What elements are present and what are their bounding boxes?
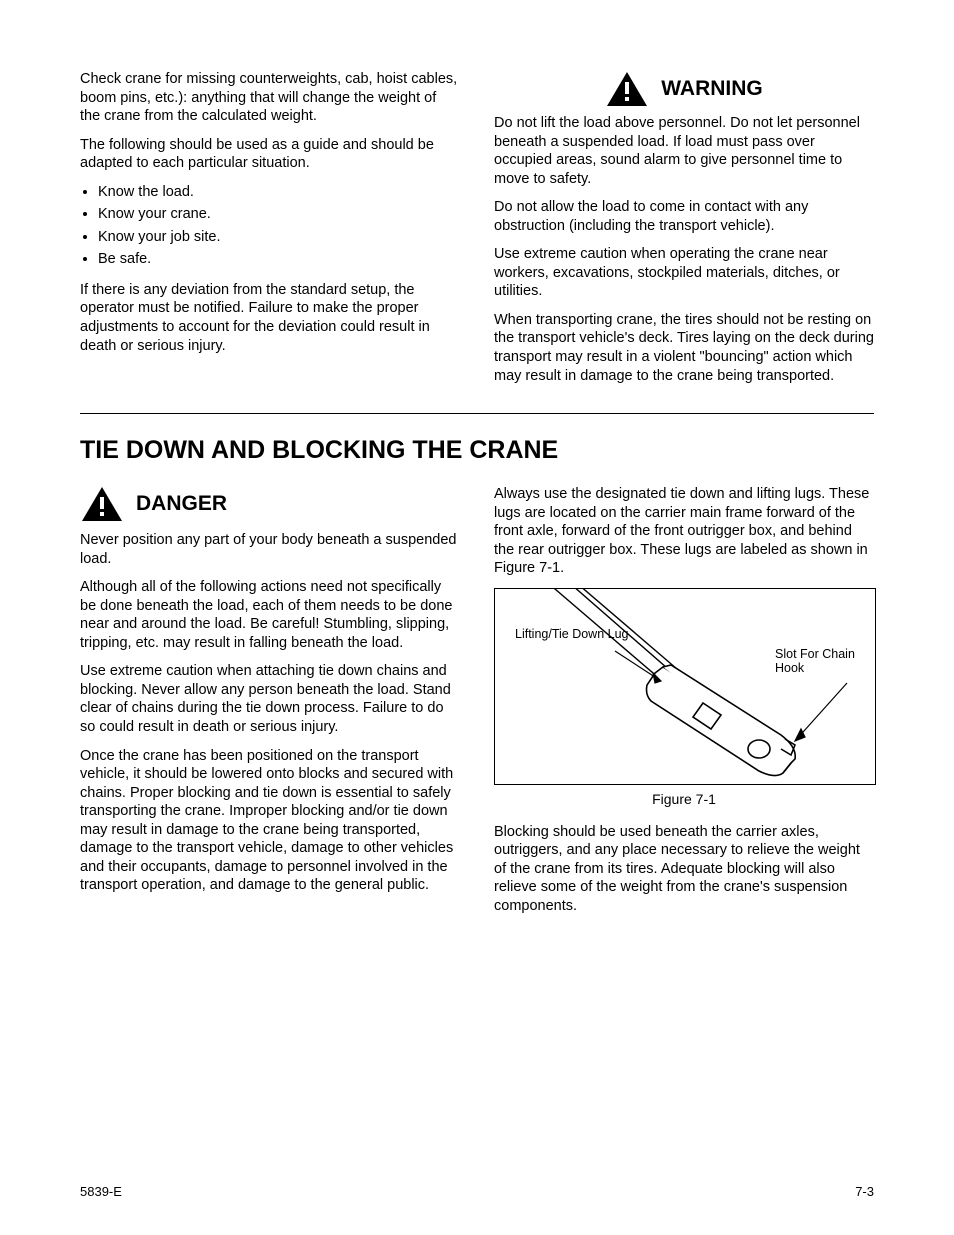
bullet-item: Know your crane. [98, 205, 460, 224]
figure-7-1: Lifting/Tie Down Lug Slot For Chain Hook [494, 588, 876, 785]
section2-left-column: DANGER Never position any part of your b… [80, 485, 460, 925]
s1-left-p1: Check crane for missing counterweights, … [80, 70, 460, 126]
footer-right: 7-3 [855, 1184, 874, 1199]
footer-left: 5839-E [80, 1184, 122, 1199]
section1-left-column: Check crane for missing counterweights, … [80, 70, 460, 395]
section1-columns: Check crane for missing counterweights, … [80, 70, 874, 395]
s1-right-p2: Do not allow the load to come in contact… [494, 198, 874, 235]
s2-left-p1: Never position any part of your body ben… [80, 531, 460, 568]
warning-header: WARNING [494, 70, 874, 108]
s2-left-p4: Once the crane has been positioned on th… [80, 747, 460, 895]
section-divider [80, 413, 874, 414]
bullet-item: Be safe. [98, 250, 460, 269]
warning-label: WARNING [661, 76, 763, 103]
s2-left-p2: Although all of the following actions ne… [80, 578, 460, 652]
warning-triangle-icon [605, 70, 649, 108]
bullet-item: Know the load. [98, 183, 460, 202]
s2-right-p2: Blocking should be used beneath the carr… [494, 823, 874, 916]
s1-right-p1: Do not lift the load above personnel. Do… [494, 114, 874, 188]
section2-right-column: Always use the designated tie down and l… [494, 485, 874, 925]
s1-right-p3: Use extreme caution when operating the c… [494, 245, 874, 301]
danger-header: DANGER [80, 485, 460, 523]
section2-title: TIE DOWN AND BLOCKING THE CRANE [80, 436, 874, 465]
s1-left-bullets: Know the load. Know your crane. Know you… [80, 183, 460, 269]
s1-left-p2: The following should be used as a guide … [80, 136, 460, 173]
s2-left-p3: Use extreme caution when attaching tie d… [80, 662, 460, 736]
s1-left-p3: If there is any deviation from the stand… [80, 281, 460, 355]
figure-label-right: Slot For Chain Hook [775, 647, 865, 676]
s2-right-p1: Always use the designated tie down and l… [494, 485, 874, 578]
page-footer: 5839-E 7-3 [80, 1184, 874, 1199]
figure-label-left: Lifting/Tie Down Lug [515, 627, 629, 641]
danger-label: DANGER [136, 491, 227, 518]
figure-caption: Figure 7-1 [494, 791, 874, 809]
section1-right-column: WARNING Do not lift the load above perso… [494, 70, 874, 395]
section2-columns: DANGER Never position any part of your b… [80, 485, 874, 925]
bullet-item: Know your job site. [98, 228, 460, 247]
s1-right-p4: When transporting crane, the tires shoul… [494, 311, 874, 385]
warning-triangle-icon [80, 485, 124, 523]
